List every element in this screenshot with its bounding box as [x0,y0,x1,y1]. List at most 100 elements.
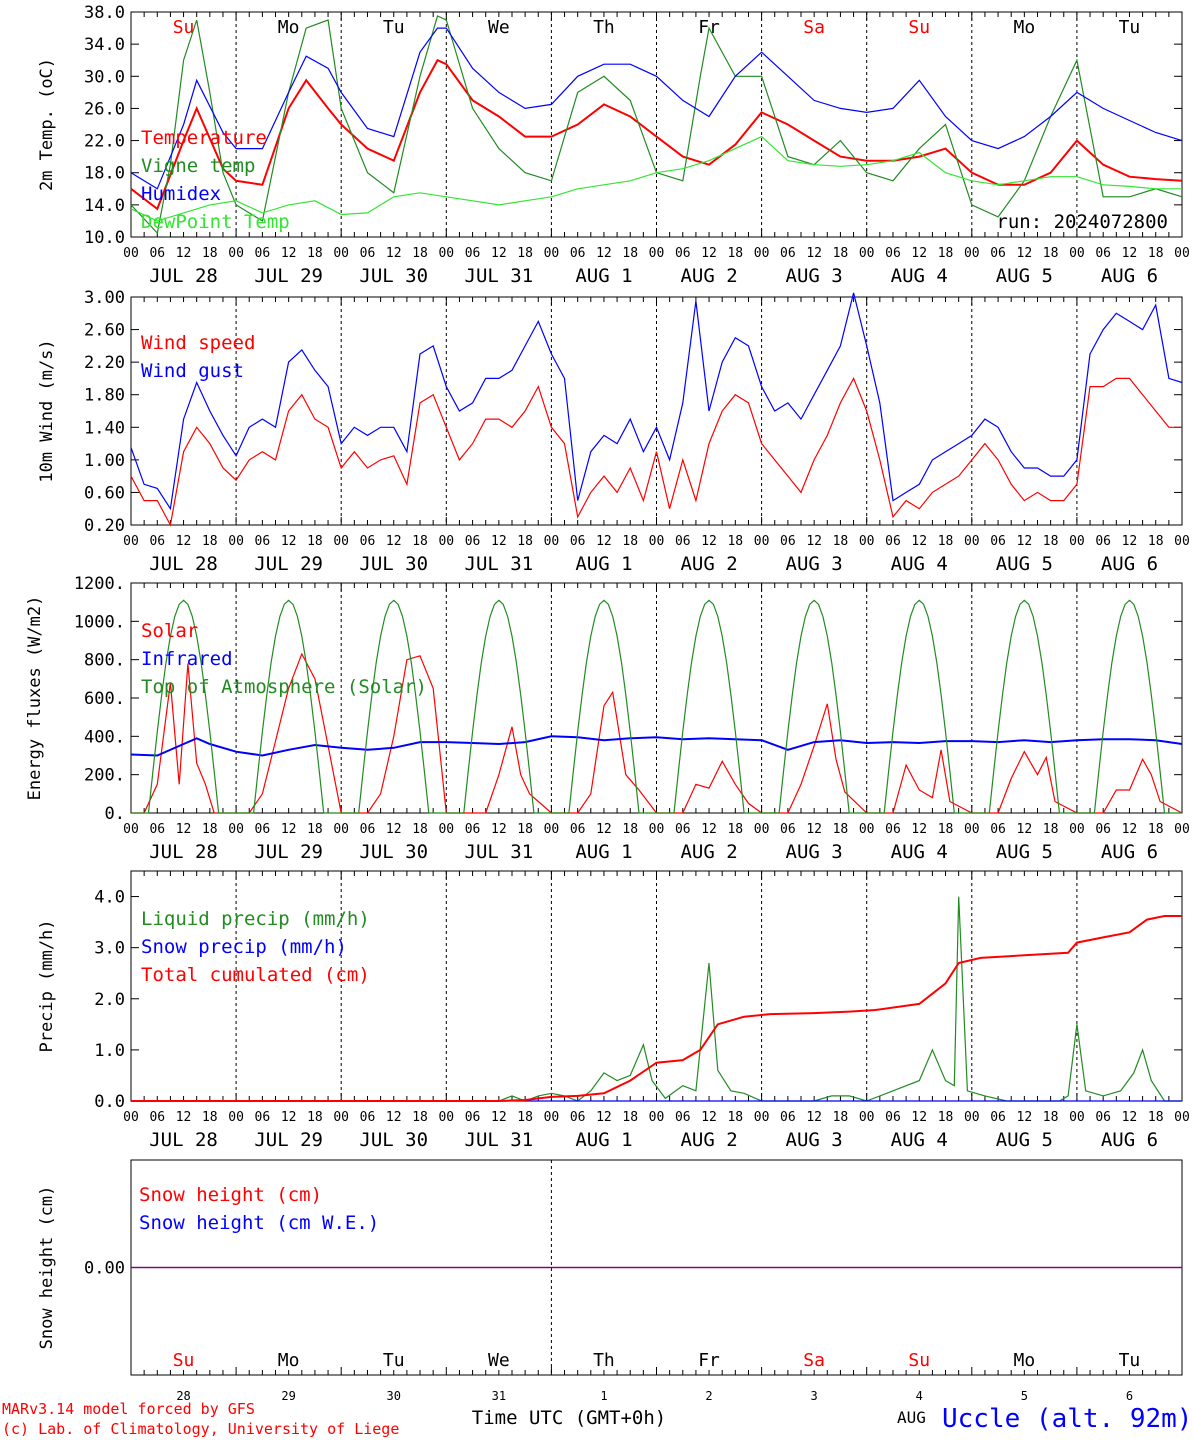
hour-label: 18 [622,246,638,261]
hour-label: 06 [1095,822,1111,837]
series-line-red [131,915,1182,1102]
hour-label: 00 [1174,822,1190,837]
hour-label: 18 [833,1110,849,1125]
hour-label: 12 [176,822,192,837]
hour-label: 18 [622,534,638,549]
hour-label: 18 [307,1110,323,1125]
y-axis-label: 2m Temp. (oC) [37,58,57,191]
hour-label: 18 [412,246,428,261]
hour-label: 18 [938,822,954,837]
credit-line-1: MARv3.14 model forced by GFS [2,1400,255,1418]
date-label: JUL 30 [359,553,428,575]
run-label: run: 2024072800 [996,211,1168,233]
hour-label: 12 [911,534,927,549]
y-tick-label: 2.20 [84,353,125,373]
hour-label: 00 [1069,246,1085,261]
day-name: Fr [698,1350,720,1371]
y-axis-label: Energy fluxes (W/m2) [25,596,45,801]
hour-label: 00 [438,246,454,261]
hour-label: 06 [675,1110,691,1125]
hour-label: 18 [412,822,428,837]
hour-label: 06 [570,246,586,261]
date-label: JUL 30 [359,265,428,287]
day-name: We [488,17,510,38]
month-label: AUG [897,1408,926,1427]
hour-label: 00 [649,534,665,549]
hour-label: 12 [281,1110,297,1125]
day-number: 2 [705,1389,712,1403]
date-label: AUG 2 [680,1129,737,1151]
hour-label: 06 [360,1110,376,1125]
hour-label: 00 [859,1110,875,1125]
hour-label: 18 [727,1110,743,1125]
y-tick-label: 1.80 [84,386,125,406]
hour-label: 00 [123,1110,139,1125]
hour-label: 00 [754,1110,770,1125]
date-label: AUG 2 [680,553,737,575]
series-line-green [131,599,1182,814]
panel-frame-1 [130,11,1183,238]
date-label: AUG 4 [891,265,948,287]
y-tick-label: 10.0 [84,228,125,248]
day-number: 5 [1021,1389,1028,1403]
date-label: JUL 28 [149,265,218,287]
hour-label: 12 [806,1110,822,1125]
y-tick-label: 2.0 [94,990,125,1010]
y-tick-label: 30.0 [84,67,125,87]
hour-label: 06 [255,534,271,549]
hour-label: 00 [228,1110,244,1125]
day-name: Su [908,1350,930,1371]
date-label: AUG 1 [575,553,632,575]
hour-label: 12 [701,534,717,549]
hour-label: 12 [911,1110,927,1125]
hour-label: 06 [570,822,586,837]
hour-label: 12 [806,534,822,549]
y-tick-label: 1000. [74,612,125,632]
day-name: Tu [1119,1350,1141,1371]
hour-label: 18 [412,534,428,549]
hour-label: 18 [833,822,849,837]
hour-label: 18 [833,534,849,549]
day-number: 3 [811,1389,818,1403]
date-label: JUL 28 [149,841,218,863]
legend-entry: Snow height (cm) [139,1184,322,1206]
hour-label: 18 [727,822,743,837]
hour-label: 12 [176,246,192,261]
day-name: Tu [383,17,405,38]
hour-label: 00 [1069,822,1085,837]
hour-label: 00 [123,822,139,837]
day-number: 31 [492,1389,506,1403]
hour-label: 12 [596,246,612,261]
hour-label: 00 [1174,246,1190,261]
hour-label: 06 [465,822,481,837]
day-name: Tu [383,1350,405,1371]
hour-label: 00 [859,246,875,261]
day-number: 29 [281,1389,295,1403]
y-tick-label: 0.0 [94,1092,125,1112]
date-label: AUG 5 [996,841,1053,863]
series-line-red [130,58,1183,211]
date-label: AUG 4 [891,1129,948,1151]
hour-label: 06 [149,822,165,837]
y-tick-label: 400. [84,727,125,747]
date-label: AUG 5 [996,265,1053,287]
date-label: JUL 30 [359,1129,428,1151]
hour-label: 12 [176,534,192,549]
hour-label: 12 [386,246,402,261]
hour-label: 06 [885,246,901,261]
hour-label: 00 [123,246,139,261]
hour-label: 00 [544,534,560,549]
day-number: 4 [916,1389,923,1403]
hour-label: 06 [1095,246,1111,261]
hour-label: 00 [859,534,875,549]
hour-label: 18 [1043,534,1059,549]
date-label: AUG 3 [786,1129,843,1151]
date-label: JUL 31 [465,1129,534,1151]
hour-label: 12 [1017,246,1033,261]
hour-label: 12 [1017,534,1033,549]
date-label: AUG 6 [1101,841,1158,863]
hour-label: 06 [149,1110,165,1125]
hour-label: 12 [281,534,297,549]
y-tick-label: 4.0 [94,888,125,908]
